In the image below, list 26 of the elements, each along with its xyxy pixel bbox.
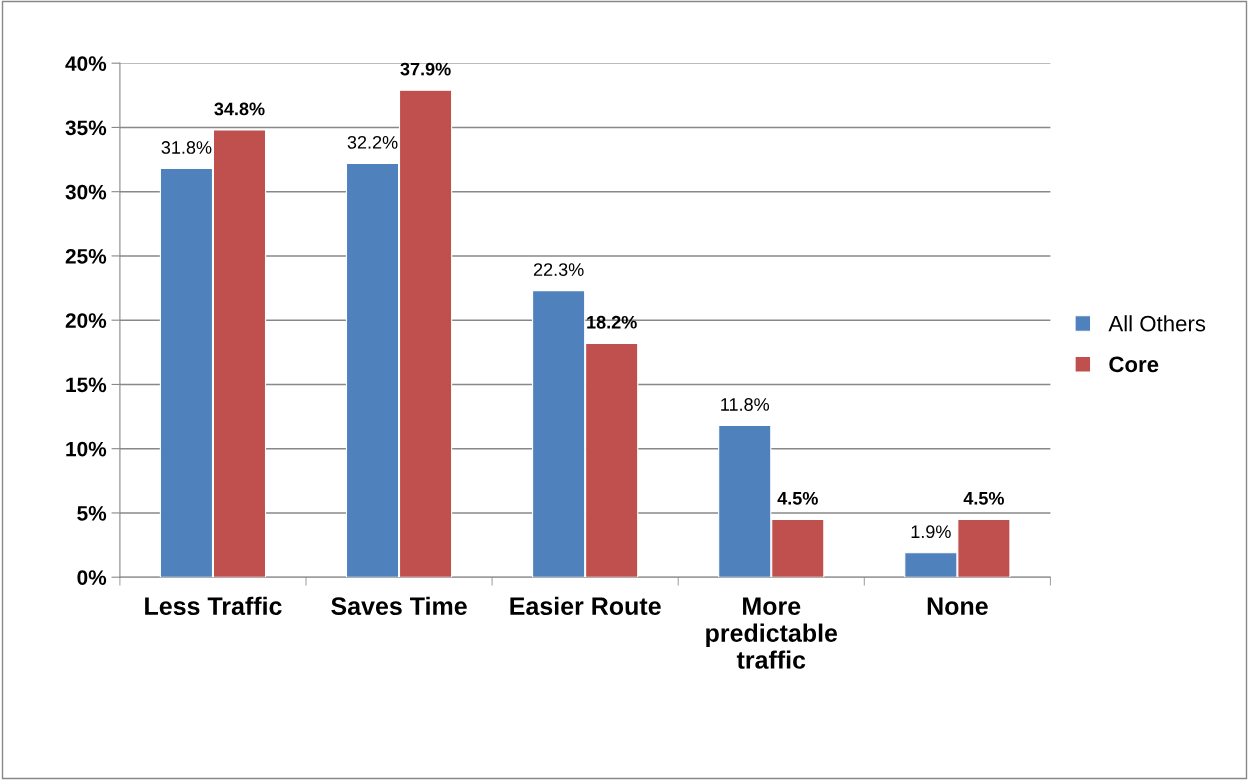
data-label: 34.8% <box>214 102 265 116</box>
y-tick-label: 30% <box>65 184 107 200</box>
y-tick-label: 5% <box>77 506 107 521</box>
data-label: 4.5% <box>963 491 1004 505</box>
y-tick-label: 0% <box>77 570 107 585</box>
data-label: 1.9% <box>911 525 951 539</box>
legend-label: Core <box>1109 356 1159 373</box>
legend-label: All Others <box>1108 315 1206 332</box>
data-label: 11.8% <box>721 398 770 411</box>
y-tick-label: 25% <box>65 248 107 264</box>
x-tick-label: Less Traffic <box>145 596 282 616</box>
data-label: 37.9% <box>400 62 451 76</box>
data-label: 32.2% <box>347 135 398 149</box>
y-tick-label: 15% <box>66 377 107 393</box>
x-tick-label: None <box>927 597 988 616</box>
y-tick-label: 40% <box>65 56 107 71</box>
x-tick-label: More predictable traffic <box>706 597 838 669</box>
data-label: 31.8% <box>161 141 212 154</box>
data-label: 4.5% <box>777 491 818 505</box>
y-tick-label: 10% <box>66 441 107 457</box>
data-label: 18.2% <box>587 315 637 329</box>
data-label: 22.3% <box>533 263 584 276</box>
y-tick-label: 35% <box>65 120 107 136</box>
x-tick-label: Easier Route <box>510 596 661 616</box>
y-tick-label: 20% <box>65 313 107 328</box>
x-tick-label: Saves Time <box>331 596 467 616</box>
